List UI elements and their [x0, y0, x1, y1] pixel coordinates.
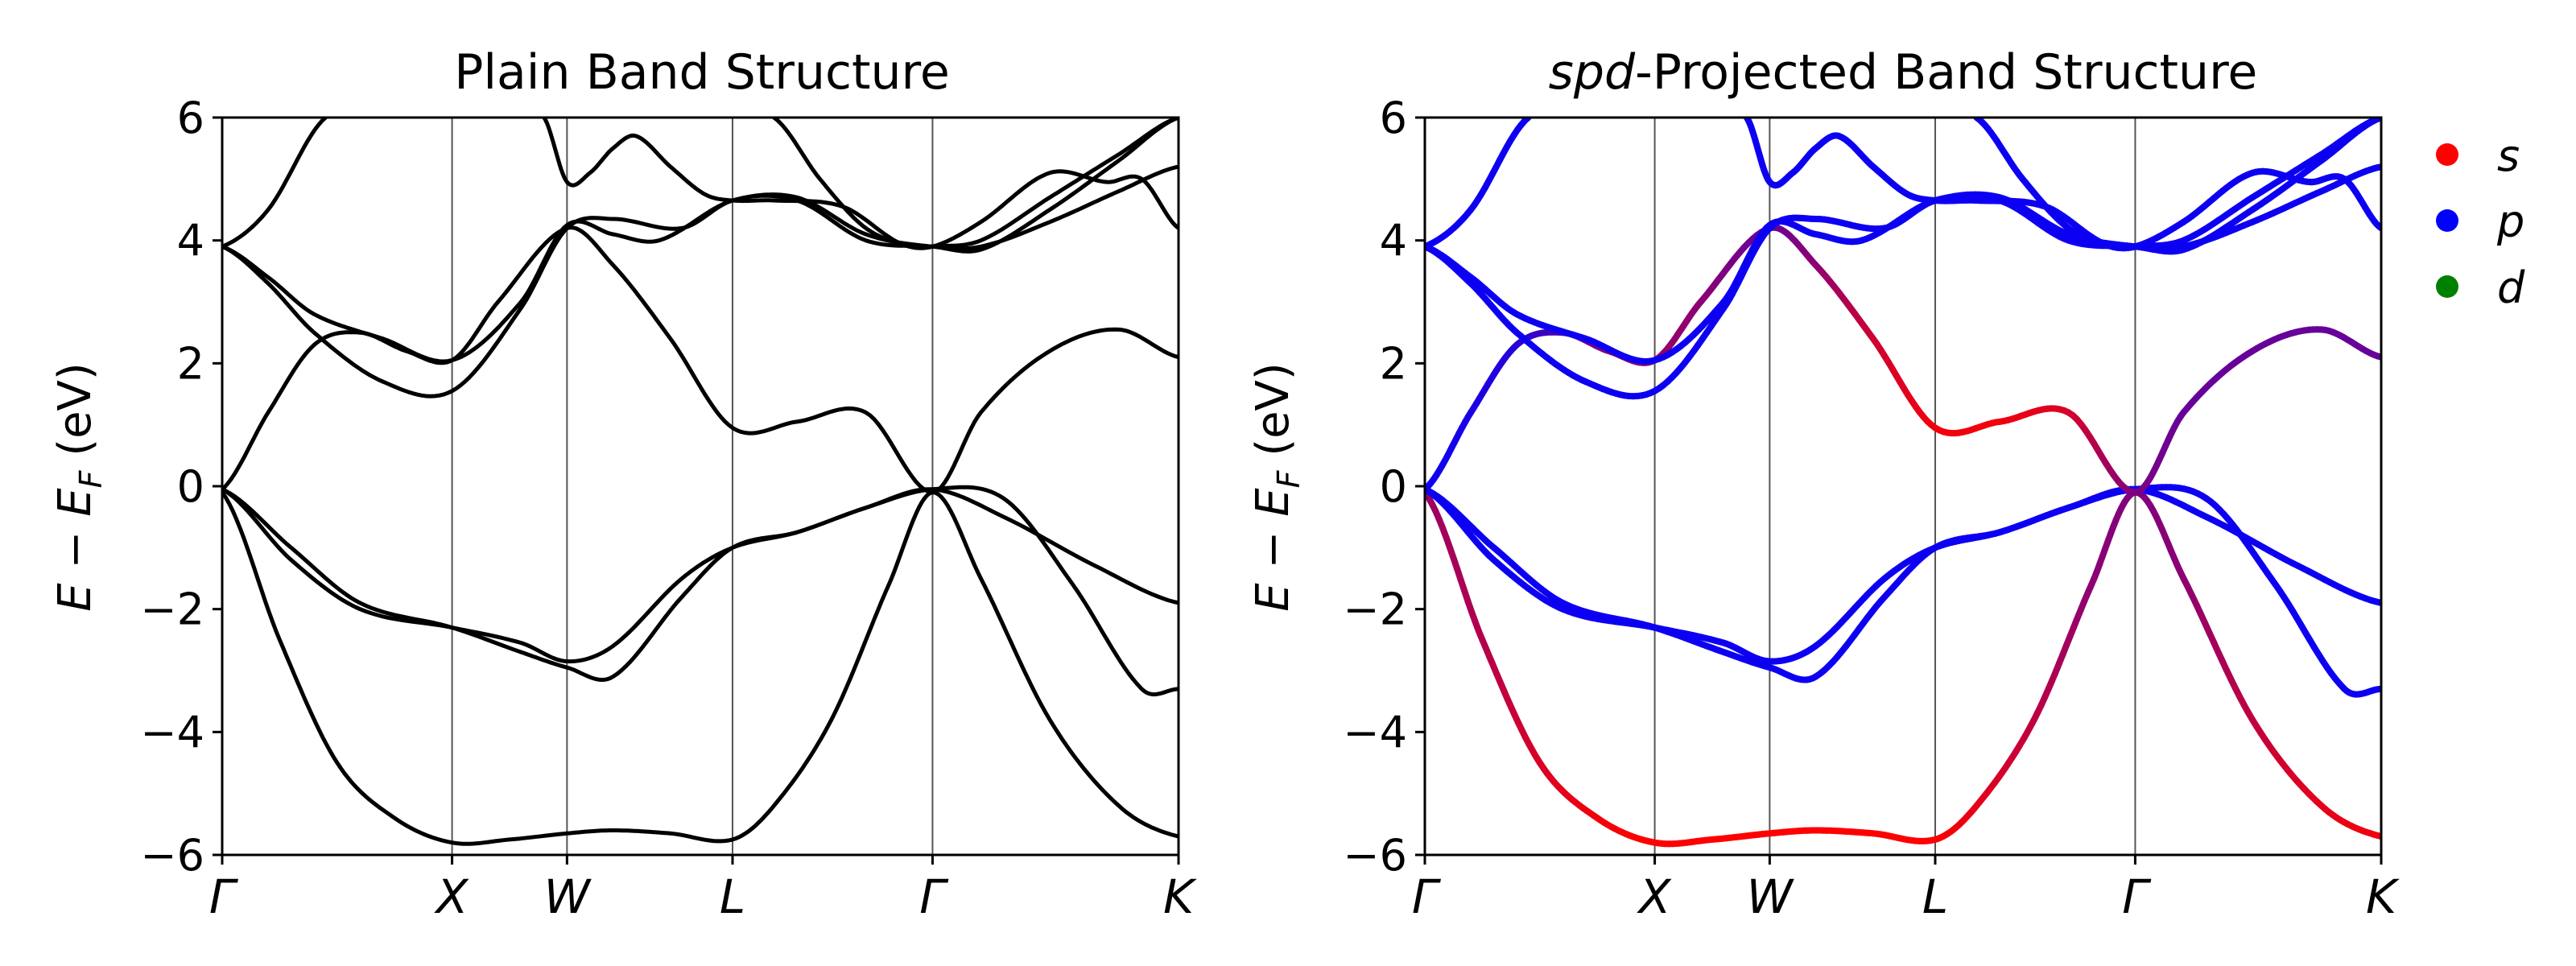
left-kpoint-label: W: [544, 869, 592, 924]
spd-ylabel-unit: (eV): [1247, 362, 1299, 470]
left-kpoint-label: K: [1163, 869, 1197, 924]
left-kpoint-label: L: [720, 869, 745, 924]
left-ytick-label: 0: [177, 461, 204, 512]
left-ytick-label: 2: [177, 338, 204, 389]
right-ytick-label: 4: [1380, 216, 1407, 266]
plain-kpoint-lines: [451, 118, 934, 855]
left-band-2: [222, 487, 1179, 682]
legend-s-label: s: [2497, 130, 2520, 181]
plain-chart-title: Plain Band Structure: [454, 44, 950, 101]
right-kpoint-label: X: [1637, 869, 1672, 924]
right-kpoint-label: Γ: [1412, 869, 1442, 924]
spd-kpoint-lines: [1653, 118, 2136, 855]
left-ytick-label: −4: [140, 707, 204, 758]
left-band-7: [222, 118, 328, 249]
legend-d-label: d: [2497, 262, 2525, 313]
right-kpoint-label: L: [1922, 869, 1948, 924]
right-band-2: [1425, 485, 2381, 683]
right-band-3: [1425, 484, 2381, 698]
right-ytick-label: −4: [1343, 707, 1407, 758]
right-ytick-label: −2: [1343, 584, 1407, 635]
right-band-7: [1425, 118, 1532, 250]
spd-ylabel-main: E − E: [1247, 488, 1299, 612]
right-band-1: [1425, 489, 2381, 848]
spd-chart-title: spd-Projected Band Structure: [1549, 44, 2258, 101]
plain-y-axis-label: E − EF (eV): [49, 362, 109, 611]
right-kpoint-label: W: [1747, 869, 1795, 924]
left-band-1: [222, 490, 1179, 846]
right-band-6: [1425, 118, 2381, 365]
plain-ylabel-sub: F: [73, 469, 109, 488]
left-kpoint-label: Γ: [209, 869, 239, 924]
spd-plot-frame: [1423, 116, 2383, 857]
left-band-3: [222, 485, 1179, 697]
legend-p-marker: [2436, 209, 2458, 232]
right-band-4: [1425, 224, 2381, 496]
right-ytick-label: 2: [1380, 338, 1407, 389]
spd-ylabel-sub: F: [1271, 469, 1307, 488]
left-ytick-label: −2: [140, 584, 204, 635]
left-band-6: [222, 118, 1179, 364]
panel-plain-band-structure: Plain Band Structure E − EF (eV) 6 4 2 0 −2 −…: [49, 44, 1197, 924]
right-ytick-label: 0: [1380, 461, 1407, 512]
left-kpoint-label: X: [434, 869, 469, 924]
left-kpoint-label: Γ: [919, 869, 949, 924]
right-ytick-label: −6: [1343, 830, 1407, 881]
left-band-8: [542, 118, 1179, 250]
plain-ylabel-unit: (eV): [49, 362, 101, 470]
left-ytick-label: 4: [177, 216, 204, 266]
legend-d-marker: [2436, 275, 2458, 298]
right-kpoint-label: K: [2366, 869, 2400, 924]
panel-spd-projected: spd-Projected Band Structure E − EF (eV)…: [1247, 44, 2525, 924]
right-band-9: [1973, 118, 2381, 251]
right-ytick-label: 6: [1380, 93, 1407, 143]
spd-title-rest: -Projected Band Structure: [1635, 44, 2257, 101]
spd-title-italic: spd: [1549, 44, 1636, 101]
right-kpoint-label: Γ: [2122, 869, 2152, 924]
left-ytick-label: −6: [140, 830, 204, 881]
legend-p-label: p: [2496, 196, 2524, 247]
plain-ylabel-main: E − E: [49, 488, 101, 612]
spd-y-axis-label: E − EF (eV): [1247, 362, 1307, 611]
left-band-9: [771, 118, 1179, 250]
plain-band-lines: [222, 118, 1179, 846]
orbital-legend: s p d: [2436, 130, 2525, 313]
spd-band-lines: [1425, 118, 2381, 848]
plain-plot-frame: [221, 116, 1180, 857]
legend-s-marker: [2436, 143, 2458, 166]
left-band-4: [222, 225, 1179, 495]
left-ytick-label: 6: [177, 93, 204, 143]
